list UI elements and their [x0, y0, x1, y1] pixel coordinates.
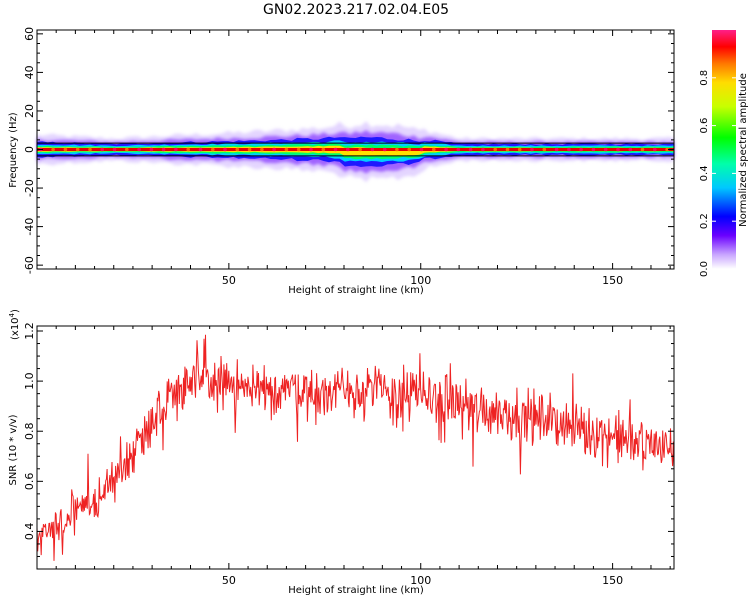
spectrogram-band [37, 121, 674, 183]
snr-scale-close: ) [10, 309, 21, 313]
band-core-dot [235, 147, 240, 152]
band-core-dot [161, 147, 166, 152]
spectrogram-x-tick-label: 50 [222, 274, 236, 287]
spectrogram-y-tick-label: 0 [23, 146, 36, 153]
snr-series-line [36, 334, 675, 561]
band-core-dot [284, 147, 289, 152]
snr-y-tick-label: 1.0 [23, 372, 36, 390]
band-core-dot [260, 147, 264, 152]
band-core-dot [419, 147, 424, 152]
band-core-dot [653, 147, 657, 152]
band-core-dot [616, 147, 620, 152]
band-core-dot [100, 147, 104, 152]
band-core-dot [640, 147, 645, 152]
band-core-dot [137, 147, 141, 152]
band-core-dot [88, 147, 92, 152]
band-core-dot [211, 147, 215, 152]
snr-frame [36, 325, 675, 570]
spectrogram-y-tick-label: 60 [23, 27, 36, 41]
spectrogram-y-tick-label: 20 [23, 104, 36, 118]
band-core-dot [272, 147, 276, 152]
band-core-dot [567, 147, 571, 152]
spectrogram-y-tick-label: 40 [23, 65, 36, 79]
band-core-dot [542, 147, 547, 152]
spectrogram-panel: 50 100 150 -60 -40 -20 0 20 40 60 Height of strai… [8, 27, 675, 296]
band-core-dot [554, 147, 559, 152]
snr-y-tick-label: 1.2 [23, 322, 36, 340]
spectrogram-y-tick-label: -20 [23, 179, 36, 197]
colorbar-tick-label: 0.8 [699, 70, 710, 86]
band-core-dot [112, 147, 117, 152]
band-core-dot [149, 147, 154, 152]
band-core-dot [407, 147, 412, 152]
snr-x-tick-label: 50 [222, 574, 236, 587]
band-core-dot [51, 147, 55, 152]
page-title: GN02.2023.217.02.04.E05 [263, 2, 449, 18]
band-core-dot [370, 147, 375, 152]
band-core-dot [63, 147, 68, 152]
snr-ylabel: SNR (10 * v/v) [8, 414, 19, 485]
band-core-dot [174, 147, 178, 152]
band-core-dot [223, 147, 227, 152]
snr-y-tick-label: 0.4 [23, 523, 36, 541]
snr-scale-label: (x104) [8, 309, 21, 340]
band-core-dot [296, 147, 301, 152]
band-core-dot [628, 147, 633, 152]
colorbar: 0.0 0.2 0.4 0.6 0.8 Normalized spectral ampl… [699, 30, 749, 277]
band-core-dot [309, 147, 313, 152]
band-core-dot [665, 147, 669, 152]
band-core-dot [346, 147, 350, 152]
band-core-dot [591, 147, 596, 152]
snr-scale-base: (x10 [10, 317, 21, 340]
band-core-dot [481, 147, 485, 152]
spectrogram-y-tick-label: -60 [23, 256, 36, 274]
spectrogram-ylabel: Frequency (Hz) [8, 112, 19, 188]
band-core-dot [505, 147, 510, 152]
snr-ticks: 50 100 150 0.4 0.6 0.8 1.0 1.2 [23, 322, 674, 587]
snr-y-tick-label: 0.6 [23, 473, 36, 491]
colorbar-tick-label: 0.2 [699, 213, 710, 229]
snr-x-tick-label: 150 [602, 574, 623, 587]
band-core-dot [603, 147, 608, 152]
band-core-dot [247, 147, 252, 152]
band-core-dot [432, 147, 436, 152]
band-core-dot [186, 147, 190, 152]
band-core-dot [579, 147, 583, 152]
spectrogram-ticks: 50 100 150 -60 -40 -20 0 20 40 60 [23, 27, 674, 287]
band-core-dot [75, 147, 80, 152]
snr-xlabel: Height of straight line (km) [288, 585, 424, 596]
band-core-dot [493, 147, 498, 152]
band-core-dot [125, 147, 129, 152]
band-core-dot [530, 147, 534, 152]
snr-scale-exp: 4 [8, 312, 16, 317]
spectrogram-x-tick-label: 100 [410, 274, 431, 287]
colorbar-label: Normalized spectral amplitude [738, 73, 749, 227]
colorbar-tick-label: 0.6 [699, 118, 710, 134]
colorbar-ticks: 0.0 0.2 0.4 0.6 0.8 [699, 70, 736, 277]
band-core-dot [444, 147, 448, 152]
band-core-dot [198, 147, 203, 152]
colorbar-tick-label: 0.4 [699, 165, 710, 181]
band-core-dot [333, 147, 338, 152]
band-core-dot [517, 147, 522, 152]
band-core-dot [456, 147, 461, 152]
band-core-dot [358, 147, 362, 152]
svg-text:(x104): (x104) [8, 309, 21, 340]
spectrogram-x-tick-label: 150 [602, 274, 623, 287]
band-core-dot [395, 147, 399, 152]
snr-y-tick-label: 0.8 [23, 422, 36, 440]
band-core-dot [382, 147, 387, 152]
spectrogram-xlabel: Height of straight line (km) [288, 285, 424, 296]
spectrogram-y-tick-label: -40 [23, 218, 36, 236]
band-core-dot [321, 147, 326, 152]
colorbar-tick-label: 0.0 [699, 261, 710, 277]
band-core-dot [468, 147, 473, 152]
snr-x-tick-label: 100 [410, 574, 431, 587]
snr-panel: 50 100 150 0.4 0.6 0.8 1.0 1.2 Height of straig… [8, 309, 675, 596]
colorbar-gradient [712, 30, 736, 269]
